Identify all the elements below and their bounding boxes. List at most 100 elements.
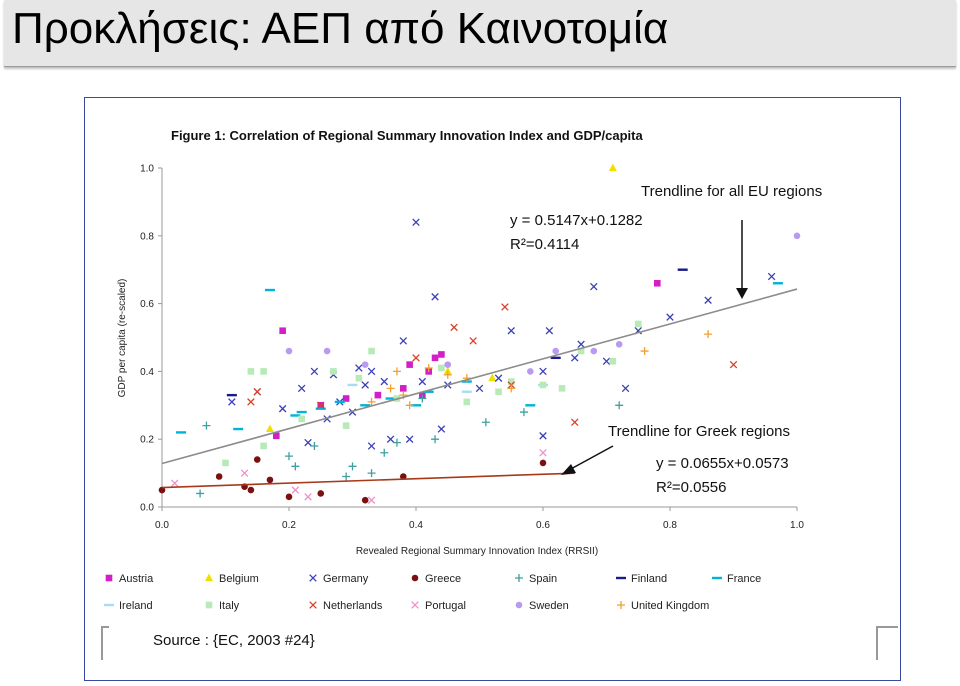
point-finland: [226, 393, 237, 397]
point-france: [176, 431, 187, 434]
point-sweden: [323, 347, 331, 355]
legend-label-austria: Austria: [119, 573, 154, 585]
point-germany: [507, 326, 516, 335]
point-sweden: [615, 340, 623, 348]
point-united-kingdom: [462, 374, 471, 383]
trendline-eu-equation: y = 0.5147x+0.1282: [510, 212, 643, 229]
point-united-kingdom: [386, 384, 395, 393]
point-spain: [481, 418, 490, 427]
point-united-kingdom: [507, 384, 516, 393]
point-portugal: [367, 496, 376, 504]
point-united-kingdom: [405, 401, 414, 410]
point-austria: [406, 361, 413, 368]
point-united-kingdom: [640, 347, 649, 356]
point-germany: [570, 354, 579, 362]
point-france: [233, 427, 244, 431]
point-italy: [222, 459, 229, 467]
point-austria: [438, 351, 445, 358]
point-spain: [519, 408, 528, 417]
point-belgium: [608, 163, 617, 171]
point-italy: [355, 374, 363, 382]
point-italy: [298, 415, 305, 423]
point-france: [525, 404, 536, 407]
point-germany: [386, 435, 395, 443]
point-germany: [418, 377, 427, 386]
point-italy: [463, 398, 471, 406]
legend-label-sweden: Sweden: [529, 600, 569, 612]
y-tick-label: 0.4: [140, 367, 154, 378]
point-france: [334, 400, 345, 404]
point-france: [772, 282, 783, 285]
trendline-greek-label: Trendline for Greek regions: [608, 423, 790, 440]
point-netherlands: [247, 398, 255, 406]
trendline-eu: [161, 288, 798, 465]
legend-label-finland: Finland: [631, 573, 667, 585]
point-greece: [361, 496, 369, 504]
point-netherlands: [570, 418, 579, 427]
point-germany: [621, 384, 630, 393]
point-netherlands: [729, 360, 738, 369]
point-portugal: [304, 493, 312, 501]
point-italy: [558, 385, 566, 392]
point-sweden: [361, 361, 369, 368]
y-tick-label: 0.2: [140, 435, 154, 446]
legend-marker-belgium: [205, 573, 213, 581]
point-italy: [330, 368, 337, 375]
point-greece: [539, 459, 547, 467]
point-spain: [342, 472, 351, 481]
data-points: [158, 163, 801, 504]
left-corner-bracket: [101, 626, 109, 660]
point-sweden: [590, 347, 598, 355]
trendline-greek: [161, 472, 575, 489]
trendline-greek-equation: y = 0.0655x+0.0573: [656, 455, 789, 472]
point-netherlands: [412, 354, 420, 362]
legend-label-france: France: [727, 573, 761, 585]
point-germany: [228, 398, 236, 406]
point-germany: [399, 337, 408, 345]
point-germany: [539, 367, 547, 376]
x-axis-ticks: 0.0 0.2 0.4 0.6 0.8 1.0: [155, 507, 804, 531]
trendline-eu-arrowhead: [736, 288, 748, 299]
point-france: [315, 407, 326, 410]
trendline-greek-arrow: [568, 445, 614, 471]
point-germany: [494, 374, 503, 382]
point-austria: [400, 385, 407, 392]
point-netherlands: [450, 323, 458, 332]
legend-marker-austria: [105, 574, 113, 582]
point-spain: [202, 421, 211, 430]
point-greece: [317, 490, 325, 497]
point-spain: [431, 435, 440, 444]
x-tick-label: 0.2: [282, 520, 296, 531]
right-corner-bracket: [876, 626, 898, 660]
point-greece: [247, 486, 255, 494]
point-portugal: [291, 486, 300, 494]
point-finland: [677, 268, 688, 271]
x-tick-label: 0.0: [155, 520, 169, 531]
y-tick-label: 1.0: [140, 164, 154, 175]
point-united-kingdom: [367, 397, 376, 406]
point-germany: [367, 442, 376, 450]
legend-marker-portugal: [411, 601, 419, 609]
legend-label-germany: Germany: [323, 573, 369, 585]
point-greece: [266, 476, 274, 484]
point-austria: [431, 354, 439, 362]
point-sweden: [285, 347, 293, 355]
point-germany: [545, 326, 554, 335]
point-italy: [539, 381, 547, 389]
point-italy: [495, 388, 502, 396]
point-spain: [285, 452, 293, 461]
source-note: Source : {EC, 2003 #24}: [153, 632, 315, 649]
point-portugal: [170, 479, 179, 488]
legend-label-portugal: Portugal: [425, 600, 466, 612]
legend-marker-germany: [309, 574, 317, 582]
trendline-greek-r2: R²=0.0556: [656, 479, 726, 496]
legend-marker-sweden: [515, 601, 523, 609]
point-sweden: [552, 347, 559, 355]
point-greece: [158, 486, 166, 494]
point-united-kingdom: [443, 370, 452, 379]
point-germany: [412, 218, 420, 226]
point-germany: [361, 381, 369, 389]
point-sweden: [444, 361, 452, 368]
x-tick-label: 0.8: [663, 520, 677, 531]
legend-marker-italy: [205, 601, 213, 609]
